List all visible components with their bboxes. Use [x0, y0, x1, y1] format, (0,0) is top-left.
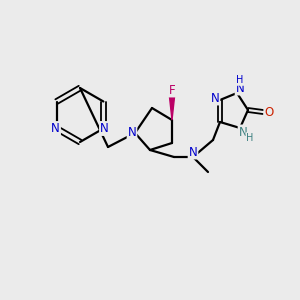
Text: N: N — [100, 122, 109, 135]
Polygon shape — [169, 97, 175, 120]
Text: N: N — [128, 127, 136, 140]
Text: N: N — [236, 82, 244, 94]
Text: N: N — [189, 146, 197, 158]
Text: N: N — [51, 122, 60, 135]
Text: F: F — [169, 83, 175, 97]
Text: N: N — [211, 92, 219, 104]
Text: O: O — [264, 106, 274, 118]
Text: N: N — [238, 125, 247, 139]
Text: H: H — [246, 133, 254, 143]
Text: H: H — [236, 75, 244, 85]
